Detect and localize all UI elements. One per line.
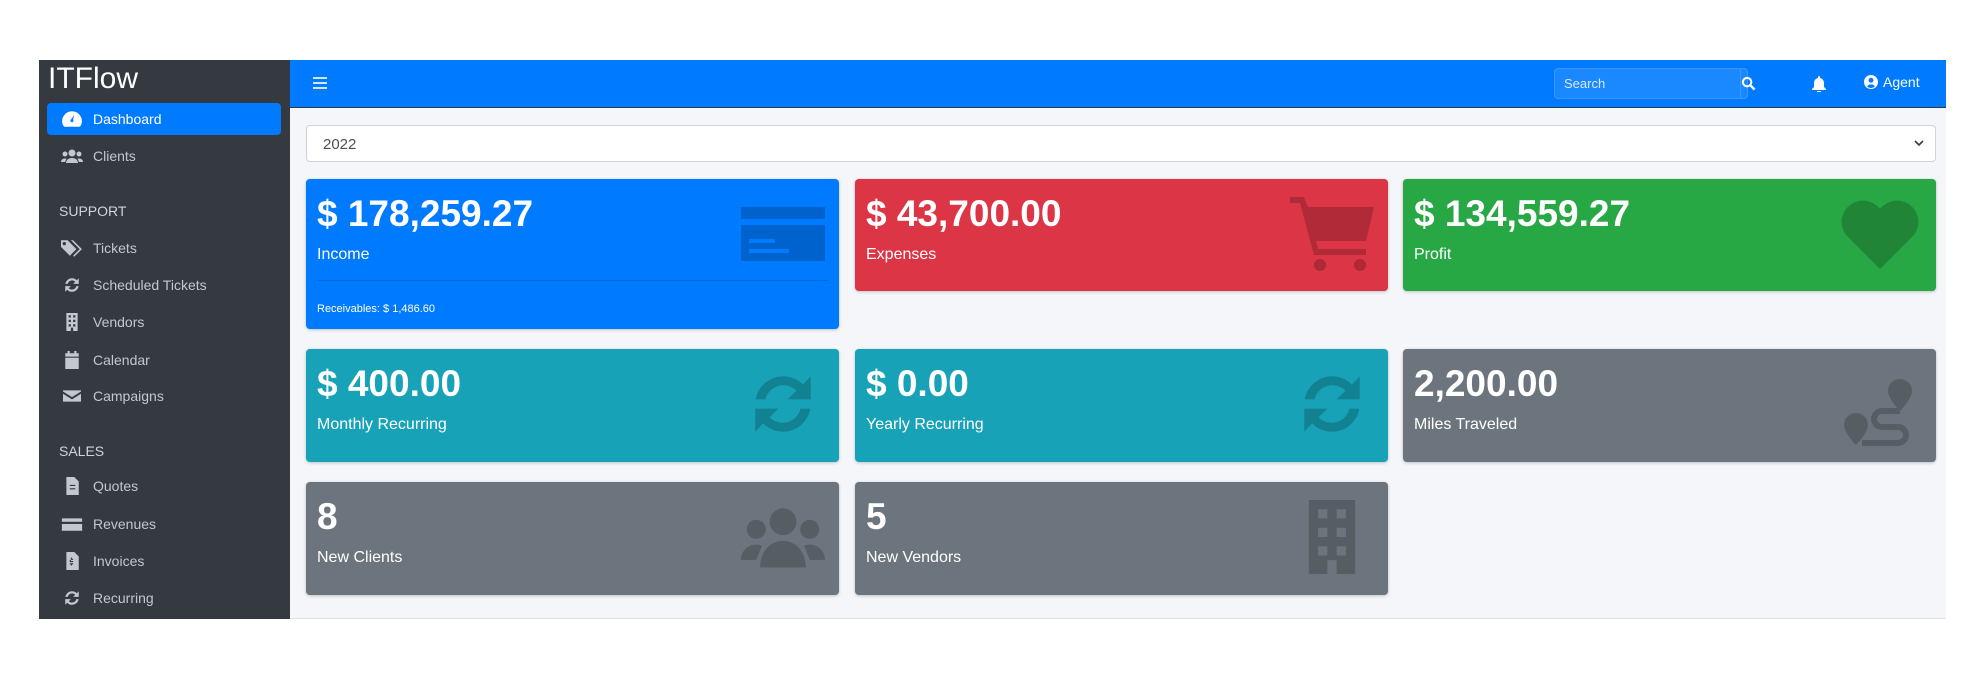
- expenses-card[interactable]: $ 43,700.00 Expenses: [855, 179, 1388, 291]
- building-icon: [1308, 500, 1356, 574]
- sync-icon: [1304, 376, 1360, 432]
- sidebar-item-revenues[interactable]: Revenues: [47, 508, 281, 540]
- sidebar-item-dashboard[interactable]: Dashboard: [47, 103, 281, 135]
- sidebar-item-recurring[interactable]: Recurring: [47, 582, 281, 614]
- heart-icon: [1841, 200, 1919, 269]
- users-icon: [61, 149, 83, 163]
- sidebar-item-campaigns[interactable]: Campaigns: [47, 380, 281, 412]
- sidebar-item-invoices[interactable]: Invoices: [47, 545, 281, 577]
- route-icon: [1844, 379, 1912, 446]
- year-select[interactable]: 2022: [306, 125, 1936, 162]
- credit-card-icon: [741, 207, 825, 261]
- miles-traveled-card[interactable]: 2,200.00 Miles Traveled: [1403, 349, 1936, 462]
- sidebar-item-tickets[interactable]: Tickets: [47, 232, 281, 264]
- tags-icon: [61, 240, 82, 257]
- file-icon: [66, 477, 79, 495]
- search-icon: [1741, 76, 1756, 91]
- tachometer-icon: [62, 111, 82, 127]
- search-box: [1554, 68, 1756, 99]
- building-icon: [66, 313, 78, 331]
- search-button[interactable]: [1740, 69, 1756, 98]
- credit-card-icon: [61, 518, 83, 531]
- topbar: Agent: [290, 60, 1946, 108]
- sidebar-item-calendar[interactable]: Calendar: [47, 344, 281, 376]
- sync-icon: [65, 591, 79, 605]
- bell-icon[interactable]: [1812, 76, 1826, 92]
- sidebar-item-scheduled-tickets[interactable]: Scheduled Tickets: [47, 269, 281, 301]
- new-clients-card[interactable]: 8 New Clients: [306, 482, 839, 595]
- sidebar: ITFlow Dashboard Clients SUPPORT Tickets…: [39, 60, 290, 619]
- monthly-recurring-card[interactable]: $ 400.00 Monthly Recurring: [306, 349, 839, 462]
- shopping-cart-icon: [1290, 197, 1374, 271]
- chevron-down-icon: [1914, 140, 1924, 147]
- calendar-icon: [65, 351, 79, 369]
- income-card[interactable]: $ 178,259.27 Income Receivables: $ 1,486.…: [306, 179, 839, 329]
- profit-card[interactable]: $ 134,559.27 Profit: [1403, 179, 1936, 291]
- yearly-recurring-card[interactable]: $ 0.00 Yearly Recurring: [855, 349, 1388, 462]
- sidebar-item-vendors[interactable]: Vendors: [47, 306, 281, 338]
- sidebar-item-quotes[interactable]: Quotes: [47, 470, 281, 502]
- sync-icon: [65, 278, 79, 292]
- users-icon: [741, 508, 825, 568]
- user-circle-icon: [1864, 75, 1878, 89]
- envelope-icon: [63, 390, 81, 402]
- brand-logo[interactable]: ITFlow: [48, 62, 138, 95]
- search-input[interactable]: [1555, 69, 1740, 98]
- sync-icon: [755, 376, 811, 432]
- file-invoice-icon: [66, 552, 79, 570]
- nav-header-sales: SALES: [59, 443, 105, 459]
- new-vendors-card[interactable]: 5 New Vendors: [855, 482, 1388, 595]
- menu-toggle-icon[interactable]: [313, 75, 329, 91]
- sidebar-item-clients[interactable]: Clients: [47, 140, 281, 172]
- user-menu[interactable]: Agent: [1864, 74, 1920, 90]
- nav-header-support: SUPPORT: [59, 203, 127, 219]
